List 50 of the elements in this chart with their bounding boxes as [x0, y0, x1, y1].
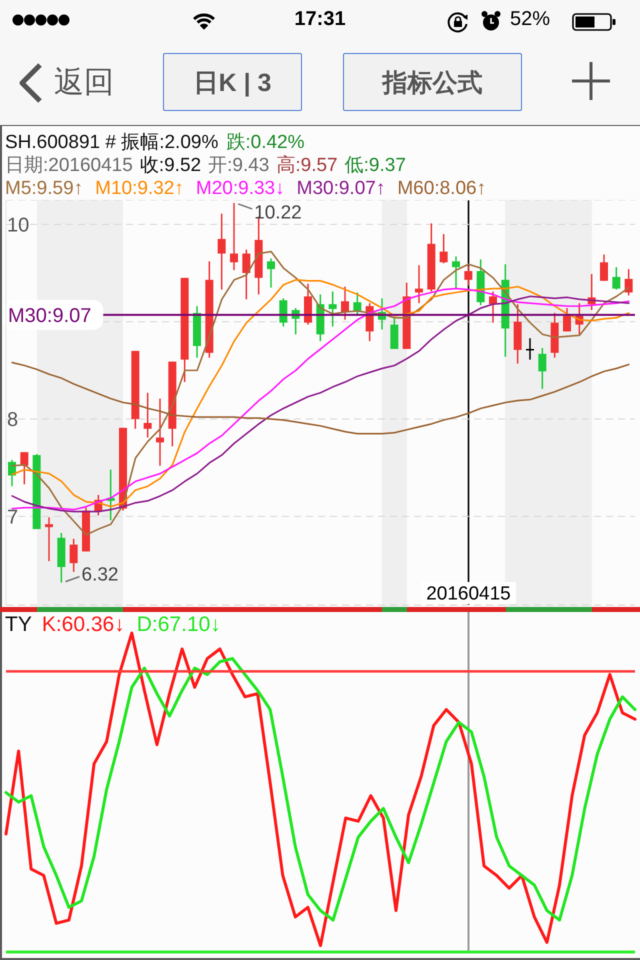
- y-tick-label: 10: [7, 214, 30, 236]
- candlestick: [267, 258, 275, 288]
- text: 收:9.52: [140, 155, 202, 176]
- button: 日K | 3: [163, 53, 302, 111]
- candlestick: [452, 256, 460, 290]
- y-tick-label: 7: [7, 506, 18, 528]
- series-label: D:67.10↓: [136, 613, 221, 636]
- candlestick: [144, 392, 152, 438]
- candlestick: [156, 398, 164, 467]
- chart-title: SH.600891 # 振幅:2.09%: [5, 132, 218, 153]
- button: 指标公式: [343, 53, 522, 111]
- series-label: K:60.36↓: [42, 613, 125, 636]
- candlestick: [415, 264, 423, 304]
- candlestick: [45, 516, 53, 562]
- candlestick: [328, 290, 337, 328]
- chart-title: TY: [5, 613, 32, 636]
- candlestick: [341, 286, 349, 320]
- annotation: 6.32: [82, 564, 118, 586]
- text: M10:9.32↑: [95, 177, 184, 200]
- candlestick: [563, 307, 571, 332]
- text: 日期:20160415: [5, 155, 133, 176]
- candlestick: [624, 268, 633, 296]
- candlestick: [70, 538, 78, 573]
- candlestick: [242, 248, 250, 300]
- candlestick: [538, 347, 546, 390]
- y-tick-label: 8: [7, 409, 18, 432]
- text: M30:9.07↑: [296, 177, 386, 200]
- text: M5:9.59↑: [5, 177, 84, 200]
- text: 返回: [54, 66, 114, 99]
- candlestick: [489, 290, 497, 324]
- text: M20:9.33↓: [196, 177, 285, 200]
- candlestick: [230, 202, 238, 271]
- text: 高:9.57: [276, 155, 338, 176]
- candlestick: [464, 265, 472, 286]
- candlestick: [526, 337, 534, 360]
- text: 52%: [510, 8, 550, 30]
- text: 17:31: [294, 8, 346, 30]
- text: M60:8.06↑: [397, 177, 486, 200]
- ref-line-label: M30:9.07: [8, 304, 92, 327]
- candlestick: [440, 233, 448, 264]
- candlestick: [20, 451, 28, 486]
- text: 跌:0.42%: [226, 132, 305, 153]
- annotation: 10.22: [254, 202, 302, 224]
- candlestick: [612, 266, 620, 290]
- x-tick-label: 20160415: [426, 584, 511, 605]
- candlestick: [600, 254, 608, 282]
- candlestick: [218, 212, 226, 290]
- candlestick: [353, 292, 362, 316]
- text: 低:9.37: [344, 155, 406, 176]
- text: 开:9.43: [208, 155, 270, 176]
